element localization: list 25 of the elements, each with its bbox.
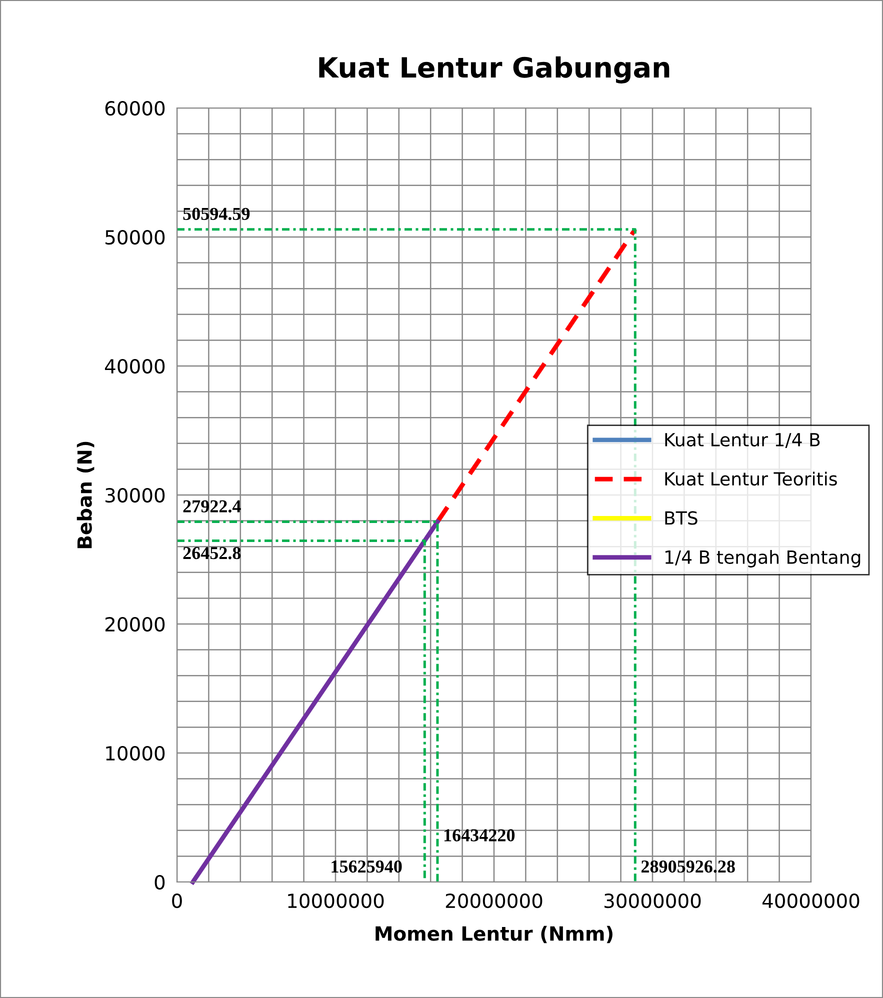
legend-label: Kuat Lentur 1/4 B [665,433,820,448]
y-axis-title: Beban (N) [76,442,94,548]
y-tick-label: 20000 [105,616,165,632]
chart-title: Kuat Lentur Gabungan [319,56,670,84]
annotation: 26452.8 [183,546,241,560]
annotation: 50594.59 [183,208,250,220]
y-tick-label: 40000 [104,358,165,374]
annotation: 28905926.28 [641,860,735,873]
legend-label: 1/4 B tengah Bentang [665,550,860,568]
y-tick-label: 10000 [106,746,165,761]
y-tick-label: 50000 [106,230,165,245]
legend-label: Kuat Lentur Teoritis [665,472,837,486]
x-tick-label: 20000000 [446,893,542,908]
annotation: 27922.4 [183,500,241,513]
x-axis-title: Momen Lentur (Nmm) [376,926,612,944]
y-tick-label: 60000 [105,100,165,116]
annotation: 15625940 [332,860,402,873]
annotation: 16434220 [444,829,515,842]
x-tick-label: 40000000 [762,893,860,908]
x-tick-label: 0 [172,893,182,908]
x-tick-label: 30000000 [604,893,701,908]
legend-label: BTS [665,511,698,525]
y-tick-label: 0 [154,874,165,890]
x-tick-label: 10000000 [288,893,384,908]
y-tick-label: 30000 [106,488,165,503]
